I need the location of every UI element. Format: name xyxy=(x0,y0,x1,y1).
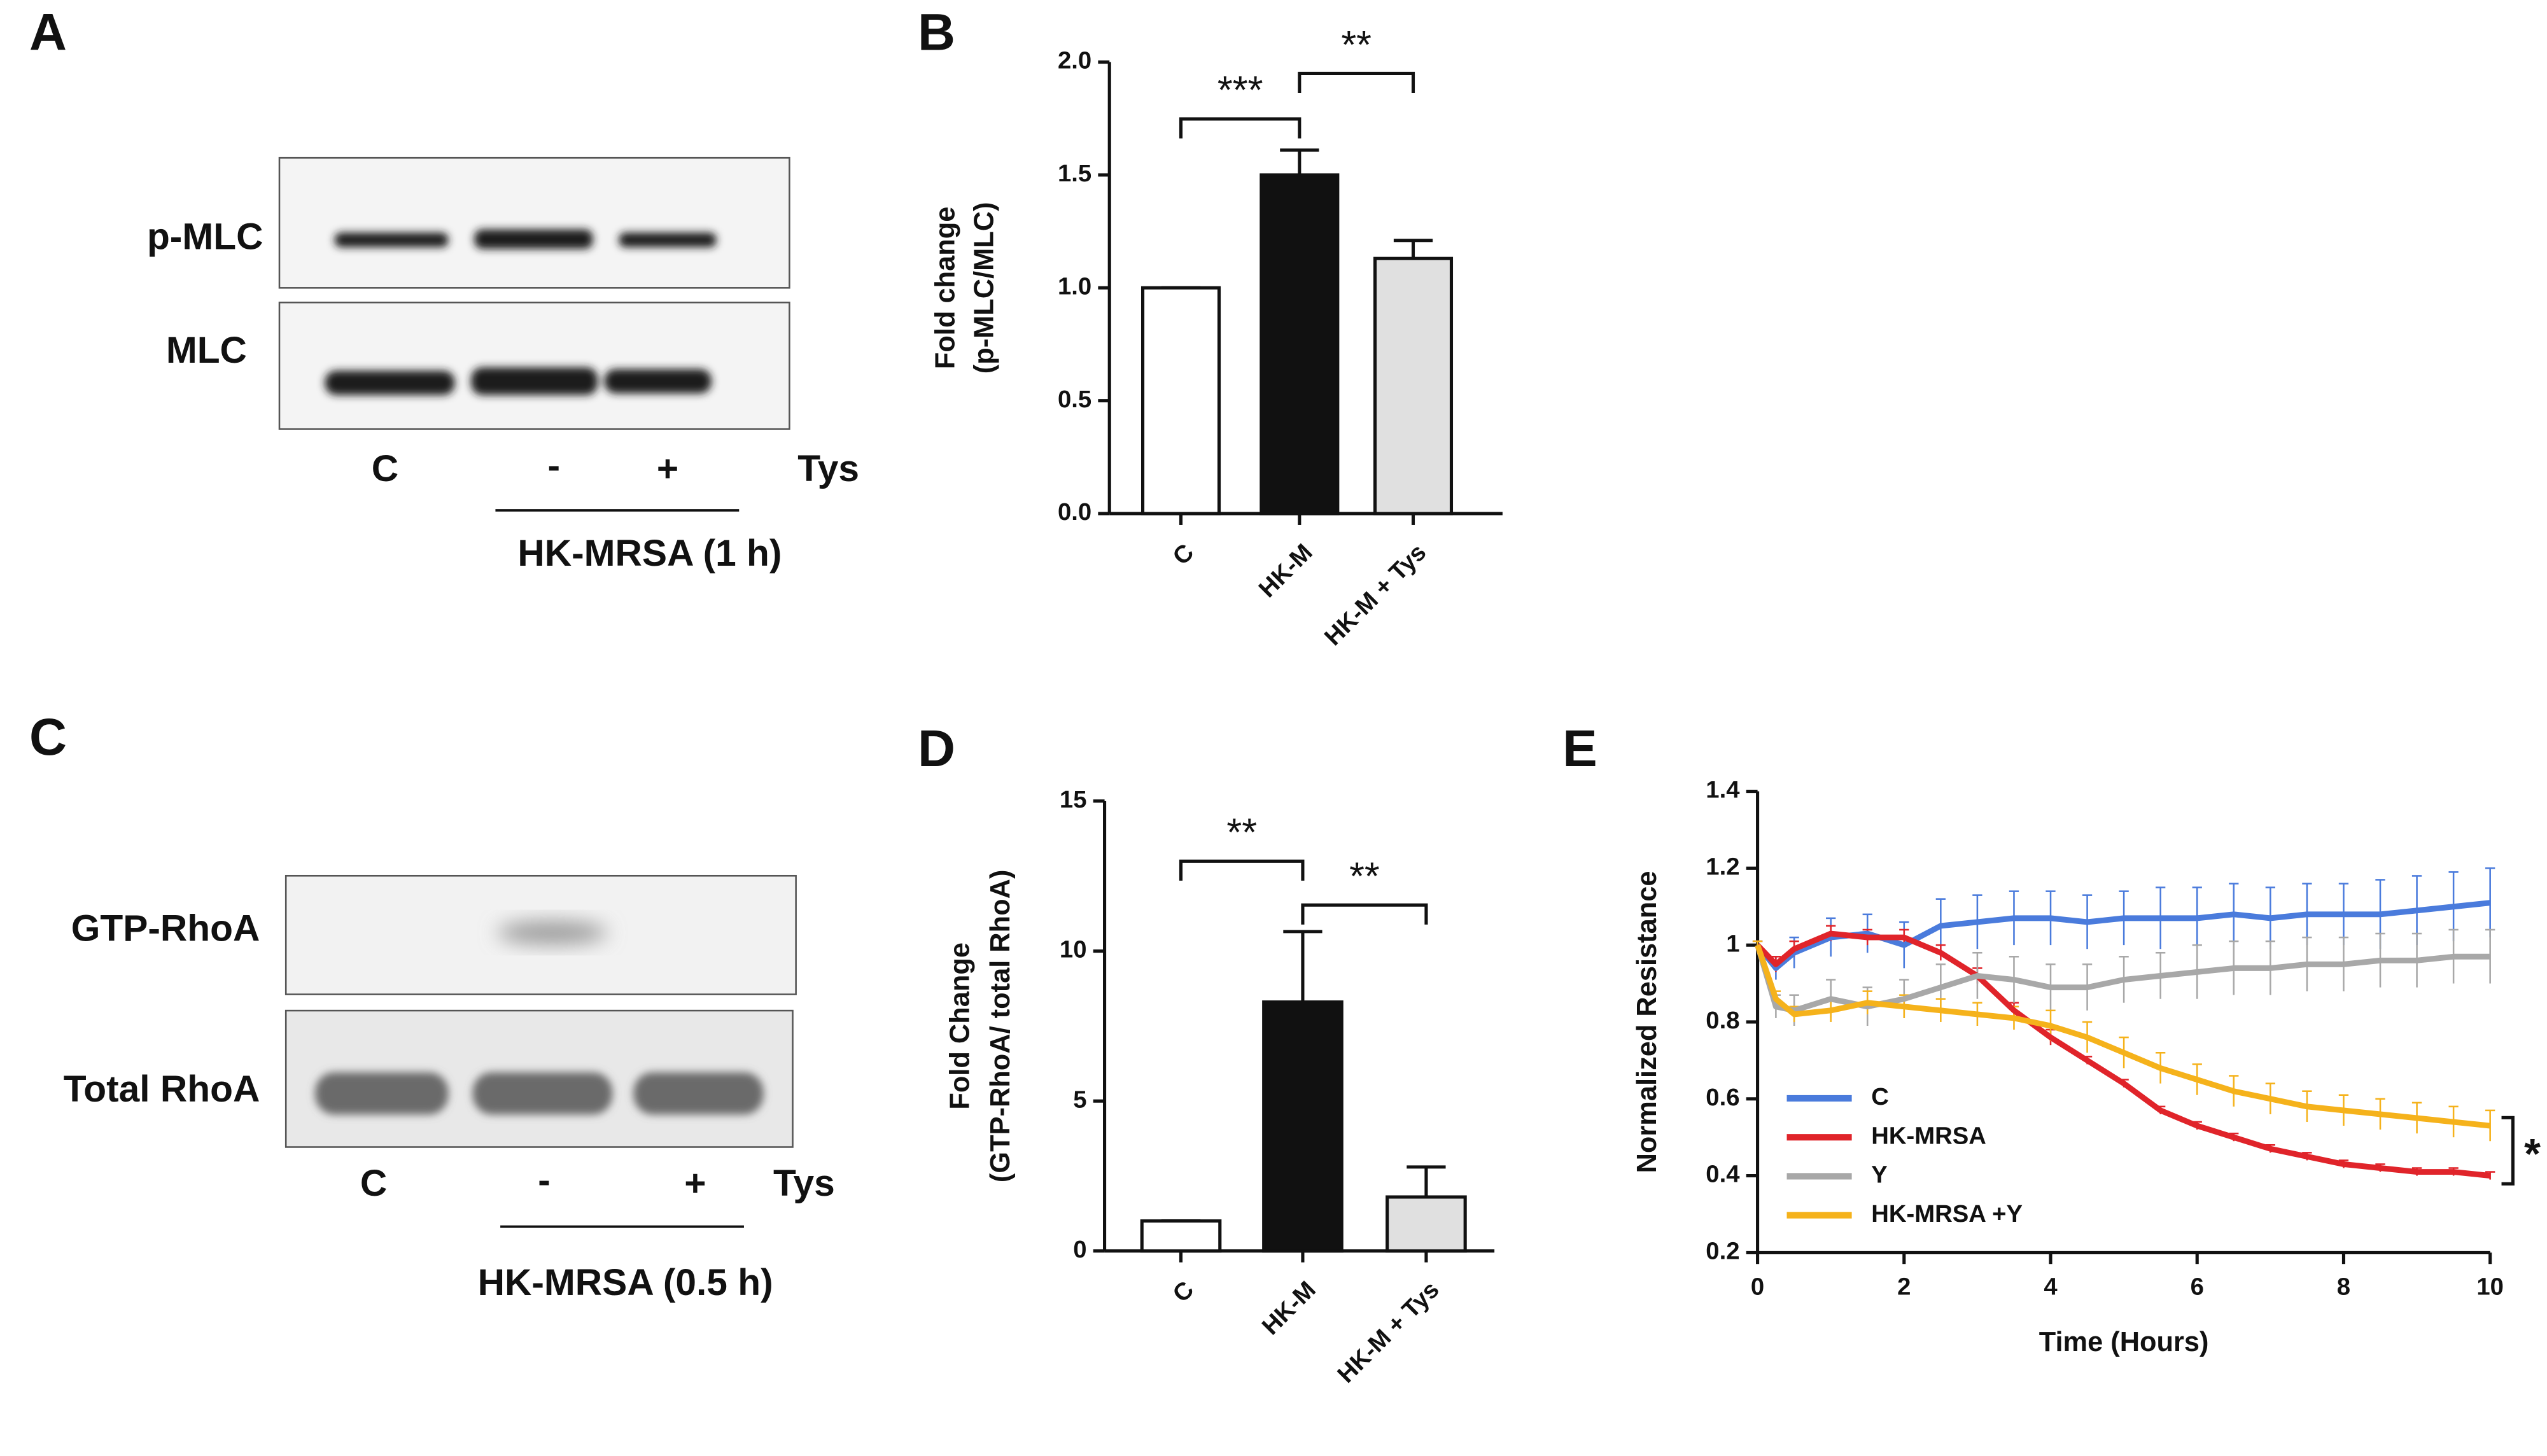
lane-label: + xyxy=(657,448,678,489)
legend-label: Y xyxy=(1871,1161,1888,1189)
y-tick-label: 0.4 xyxy=(1706,1161,1740,1188)
x-tick-label: C xyxy=(1167,538,1199,570)
y-tick-label: 0 xyxy=(1073,1236,1086,1263)
significance-bracket xyxy=(1301,903,1428,925)
significance-label: ** xyxy=(1349,855,1380,898)
x-tick-label: C xyxy=(1167,1276,1199,1308)
treatment-label: Tys xyxy=(797,448,859,489)
y-tick-label: 10 xyxy=(1060,936,1087,963)
y-tick-label: 15 xyxy=(1060,786,1087,813)
row-label: Total RhoA xyxy=(64,1068,260,1110)
lane-label: - xyxy=(538,1159,551,1201)
significance-label: ** xyxy=(1341,23,1372,66)
y-tick-label: 0.8 xyxy=(1706,1007,1739,1034)
x-tick-label: HK-M + Tys xyxy=(1332,1276,1444,1388)
y-tick-label: 0.5 xyxy=(1058,386,1091,413)
panel-letter: C xyxy=(29,708,67,766)
lane-label: + xyxy=(684,1163,706,1204)
lane-label: C xyxy=(360,1163,387,1204)
bar xyxy=(1386,1195,1467,1253)
series-line xyxy=(1755,944,2491,1129)
panel-letter: E xyxy=(1562,720,1597,778)
blot-panel: GTP-RhoA Total RhoA C - + Tys HK-MRSA (0… xyxy=(64,874,835,1303)
band xyxy=(497,921,608,944)
y-tick-label: 1.4 xyxy=(1706,776,1740,804)
blot-box xyxy=(278,302,790,430)
x-tick-label: 0 xyxy=(1751,1273,1764,1301)
blot-box xyxy=(278,157,790,289)
group-label: HK-MRSA (0.5 h) xyxy=(478,1262,773,1303)
x-axis-label: Time (Hours) xyxy=(2039,1327,2209,1357)
lane-label: C xyxy=(372,448,398,489)
y-tick-label: 0.6 xyxy=(1706,1084,1739,1111)
y-tick-label: 1.2 xyxy=(1706,853,1739,880)
legend-label: HK-MRSA +Y xyxy=(1871,1200,2023,1228)
x-tick-label: 8 xyxy=(2337,1273,2350,1301)
annotation: * xyxy=(2524,1131,2541,1178)
treatment-label: Tys xyxy=(773,1163,835,1204)
panel-letter: B xyxy=(918,3,955,61)
significance-label: ** xyxy=(1226,811,1257,854)
y-tick-label: 0.0 xyxy=(1058,498,1091,526)
y-axis-label: Normalized Resistance xyxy=(1632,871,1662,1173)
bar xyxy=(1373,256,1454,515)
y-tick-label: 0.2 xyxy=(1706,1238,1739,1265)
group-label: HK-MRSA (1 h) xyxy=(517,533,782,574)
row-label: MLC xyxy=(166,330,247,371)
x-tick-label: 10 xyxy=(2476,1273,2504,1301)
y-tick-label: 5 xyxy=(1073,1086,1086,1113)
series-line xyxy=(1755,930,2491,1179)
significance-label: *** xyxy=(1217,68,1263,111)
y-tick-label: 2.0 xyxy=(1058,47,1091,74)
bar xyxy=(1262,1000,1344,1253)
significance-bracket xyxy=(1179,117,1302,139)
blot-panel: p-MLC MLC C - + Tys HK-MRSA (1 h) xyxy=(147,157,859,574)
x-tick-label: HK-M xyxy=(1254,538,1318,603)
y-axis-label: (p-MLC/MLC) xyxy=(969,202,1000,374)
y-tick-label: 1.0 xyxy=(1058,272,1091,300)
bar xyxy=(1140,286,1221,515)
y-axis-label: Fold change xyxy=(930,207,960,369)
x-tick-label: 2 xyxy=(1897,1273,1911,1301)
series-line xyxy=(1755,944,2490,1014)
y-axis-label: (GTP-RhoA/ total RhoA) xyxy=(985,870,1016,1183)
x-tick-label: 6 xyxy=(2191,1273,2204,1301)
x-tick-label: HK-M xyxy=(1257,1276,1321,1340)
x-tick-label: 4 xyxy=(2044,1273,2058,1301)
panel-letter: D xyxy=(918,720,955,778)
bar xyxy=(1259,173,1340,515)
significance-bracket xyxy=(2501,1116,2515,1186)
y-tick-label: 1 xyxy=(1726,930,1739,957)
x-tick-label: HK-M + Tys xyxy=(1319,538,1431,650)
legend-label: HK-MRSA xyxy=(1871,1122,1986,1149)
significance-bracket xyxy=(1298,71,1415,94)
bar xyxy=(1140,1219,1222,1253)
row-label: GTP-RhoA xyxy=(71,908,260,949)
panel-letter: A xyxy=(29,3,67,61)
legend-label: C xyxy=(1871,1083,1889,1110)
y-axis-label: Fold Change xyxy=(944,942,975,1110)
row-label: p-MLC xyxy=(147,216,263,257)
significance-bracket xyxy=(1179,859,1305,881)
bands xyxy=(315,1072,764,1115)
bands xyxy=(325,229,717,395)
y-tick-label: 1.5 xyxy=(1058,160,1091,187)
lane-label: - xyxy=(548,445,561,486)
